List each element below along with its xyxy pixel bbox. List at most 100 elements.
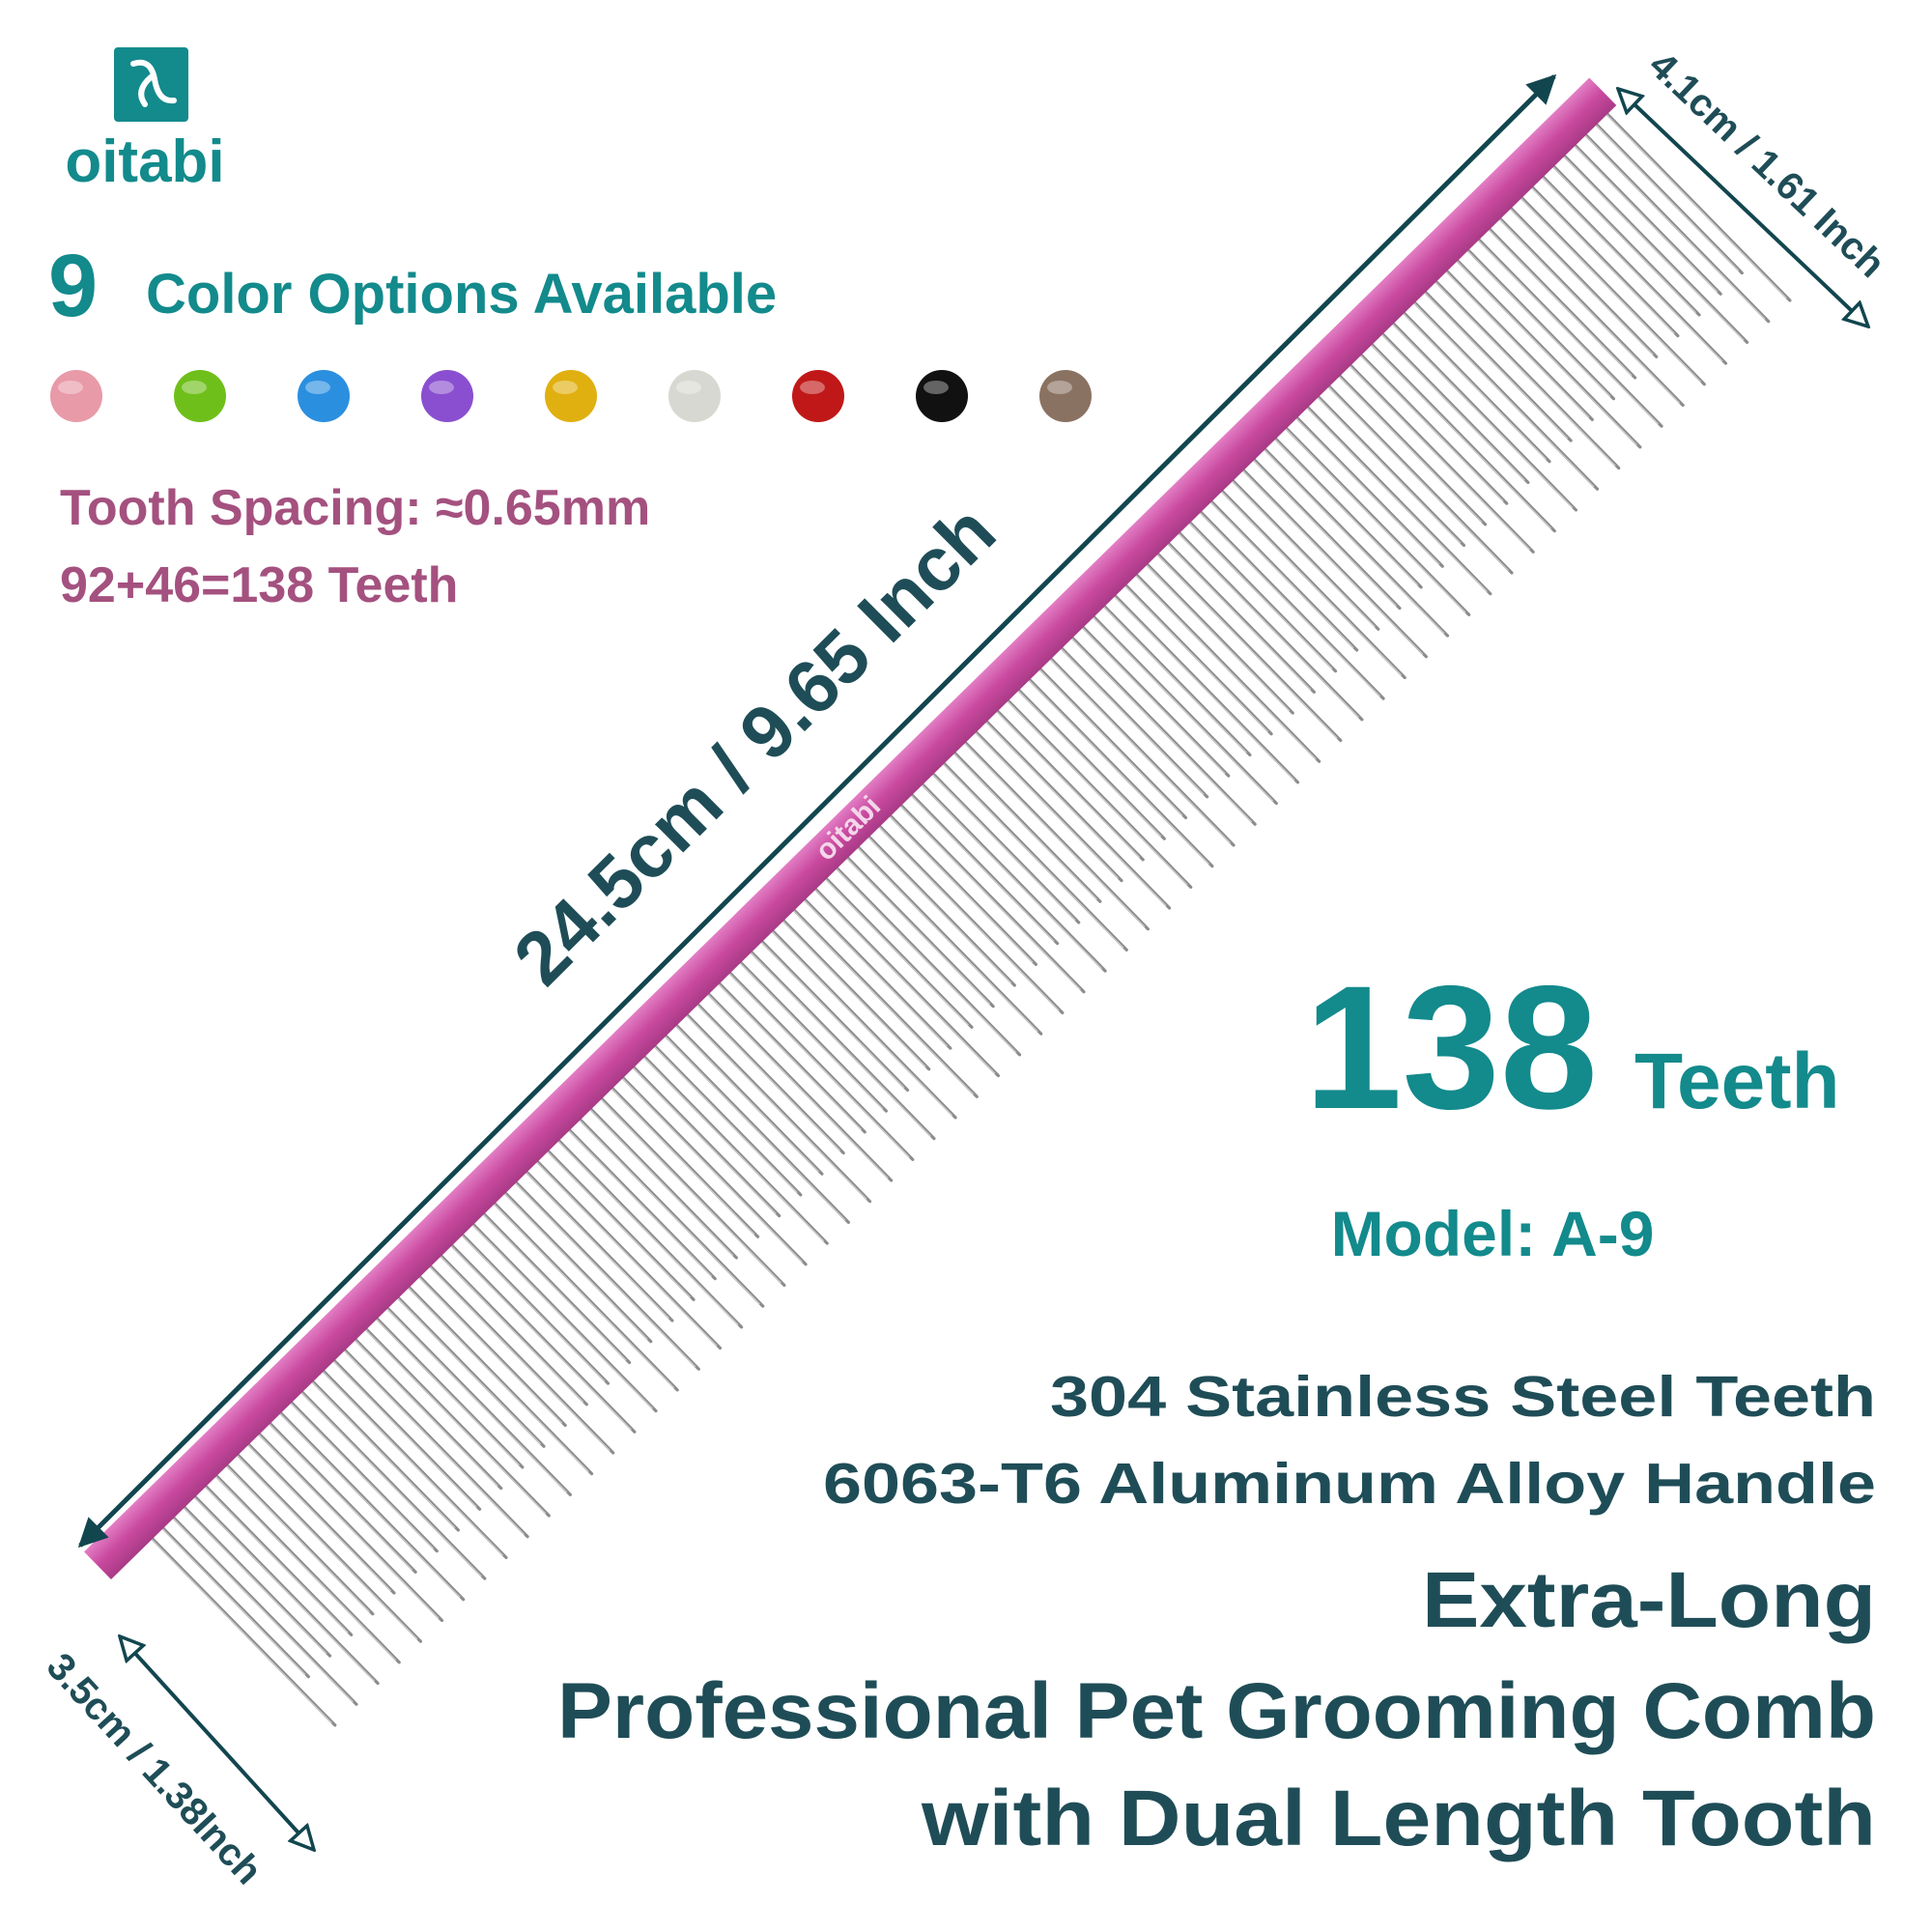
comb-tooth	[611, 1087, 760, 1238]
logo: oitabi	[65, 47, 225, 195]
swatch-highlight	[1047, 381, 1072, 394]
comb-tooth	[1317, 395, 1465, 548]
tooth-shine	[846, 858, 991, 1005]
comb-tooth	[1509, 207, 1659, 358]
tooth-shine	[911, 795, 1055, 942]
comb-tooth	[1274, 437, 1423, 589]
comb-tooth	[889, 814, 1038, 966]
tooth-shine	[184, 1507, 327, 1655]
title-line: Professional Pet Grooming Comb	[557, 1667, 1876, 1755]
comb-tooth	[547, 1150, 696, 1301]
brand-name: oitabi	[65, 128, 224, 195]
tooth-shine	[654, 1046, 798, 1193]
comb-tooth	[931, 772, 1081, 924]
tooth-shine	[1168, 543, 1312, 691]
tooth-shine	[526, 1172, 669, 1320]
tooth-shine	[611, 1088, 755, 1236]
comb-tooth	[952, 752, 1102, 903]
tooth-spacing: Tooth Spacing: ≈0.65mm	[60, 480, 650, 536]
tooth-shine	[1124, 585, 1269, 732]
comb-tooth	[375, 1317, 525, 1469]
comb-tooth	[1424, 290, 1573, 442]
comb-tooth	[1188, 521, 1338, 673]
title-line: with Dual Length Tooth	[921, 1775, 1876, 1862]
swatch-highlight	[676, 381, 701, 394]
comb-tooth	[332, 1359, 482, 1511]
color-swatch	[298, 370, 350, 422]
tooth-shine	[589, 1109, 734, 1257]
tooth-shine	[1467, 250, 1611, 397]
bottom-width-label: 3.5cm / 1.38Inch	[39, 1645, 270, 1892]
swatch-highlight	[800, 381, 825, 394]
tooth-shine	[1489, 229, 1633, 377]
tooth-shine	[953, 753, 1097, 900]
comb-tooth	[674, 1024, 824, 1176]
top-width-arrow	[1618, 89, 1868, 327]
comb-tooth	[718, 981, 867, 1134]
comb-tooth	[910, 793, 1060, 946]
tooth-shine	[462, 1235, 606, 1382]
color-swatch	[792, 370, 844, 422]
comb-tooth	[696, 1003, 845, 1155]
comb-tooth	[396, 1295, 546, 1448]
tooth-shine	[1103, 607, 1247, 753]
color-swatch	[50, 370, 102, 422]
swatch-highlight	[305, 381, 330, 394]
comb-tooth	[482, 1212, 632, 1365]
teeth-formula: 92+46=138 Teeth	[60, 557, 458, 613]
tooth-shine	[804, 899, 948, 1047]
tooth-shine	[376, 1319, 520, 1465]
tooth-shine	[269, 1423, 413, 1571]
comb-tooth	[1252, 458, 1402, 611]
comb-tooth	[824, 877, 974, 1030]
comb-tooth	[183, 1505, 332, 1658]
tooth-shine	[247, 1444, 391, 1592]
comb-tooth	[1124, 583, 1273, 736]
comb-tooth	[1060, 646, 1209, 799]
comb-tooth	[1038, 668, 1188, 820]
title-line: Extra-Long	[1422, 1556, 1876, 1644]
comb-tooth	[1466, 248, 1616, 401]
tooth-shine	[1445, 271, 1590, 418]
comb-tooth	[1102, 605, 1252, 757]
tooth-shine	[205, 1487, 349, 1634]
tooth-shine	[782, 921, 926, 1067]
comb-tooth	[161, 1526, 310, 1679]
comb-tooth	[418, 1275, 567, 1428]
tooth-shine	[1531, 187, 1675, 334]
comb-tooth	[1530, 185, 1680, 338]
comb-tooth	[290, 1401, 439, 1553]
comb-tooth	[1359, 353, 1509, 505]
swatch-highlight	[58, 381, 83, 394]
tooth-shine	[1339, 376, 1483, 523]
tooth-shine	[1295, 417, 1440, 565]
model: Model: A-9	[1331, 1198, 1655, 1269]
comb-tooth	[974, 730, 1123, 883]
comb-tooth	[311, 1379, 461, 1532]
tooth-shine	[1017, 690, 1162, 838]
color-swatch	[1039, 370, 1092, 422]
tooth-shine	[568, 1130, 713, 1277]
tooth-shine	[226, 1465, 370, 1612]
comb-tooth	[803, 897, 952, 1050]
color-swatch	[916, 370, 968, 422]
comb-tooth	[246, 1442, 396, 1595]
comb-tooth	[632, 1065, 781, 1218]
tooth-shine	[718, 983, 863, 1130]
comb-tooth	[1445, 270, 1594, 422]
comb-tooth	[1146, 562, 1294, 715]
tooth-shine	[312, 1381, 456, 1529]
material-teeth: 304 Stainless Steel Teeth	[1050, 1365, 1876, 1429]
tooth-shine	[1381, 334, 1525, 481]
color-swatch	[668, 370, 721, 422]
bottom-width-arrow	[120, 1636, 314, 1850]
comb-tooth	[1552, 164, 1701, 317]
tooth-shine	[890, 815, 1034, 963]
teeth-count: 138	[1304, 949, 1598, 1146]
color-swatches	[50, 370, 1092, 422]
tooth-shine	[333, 1360, 477, 1508]
tooth-shine	[825, 879, 969, 1026]
comb-tooth	[867, 835, 1016, 987]
swatch-highlight	[182, 381, 207, 394]
